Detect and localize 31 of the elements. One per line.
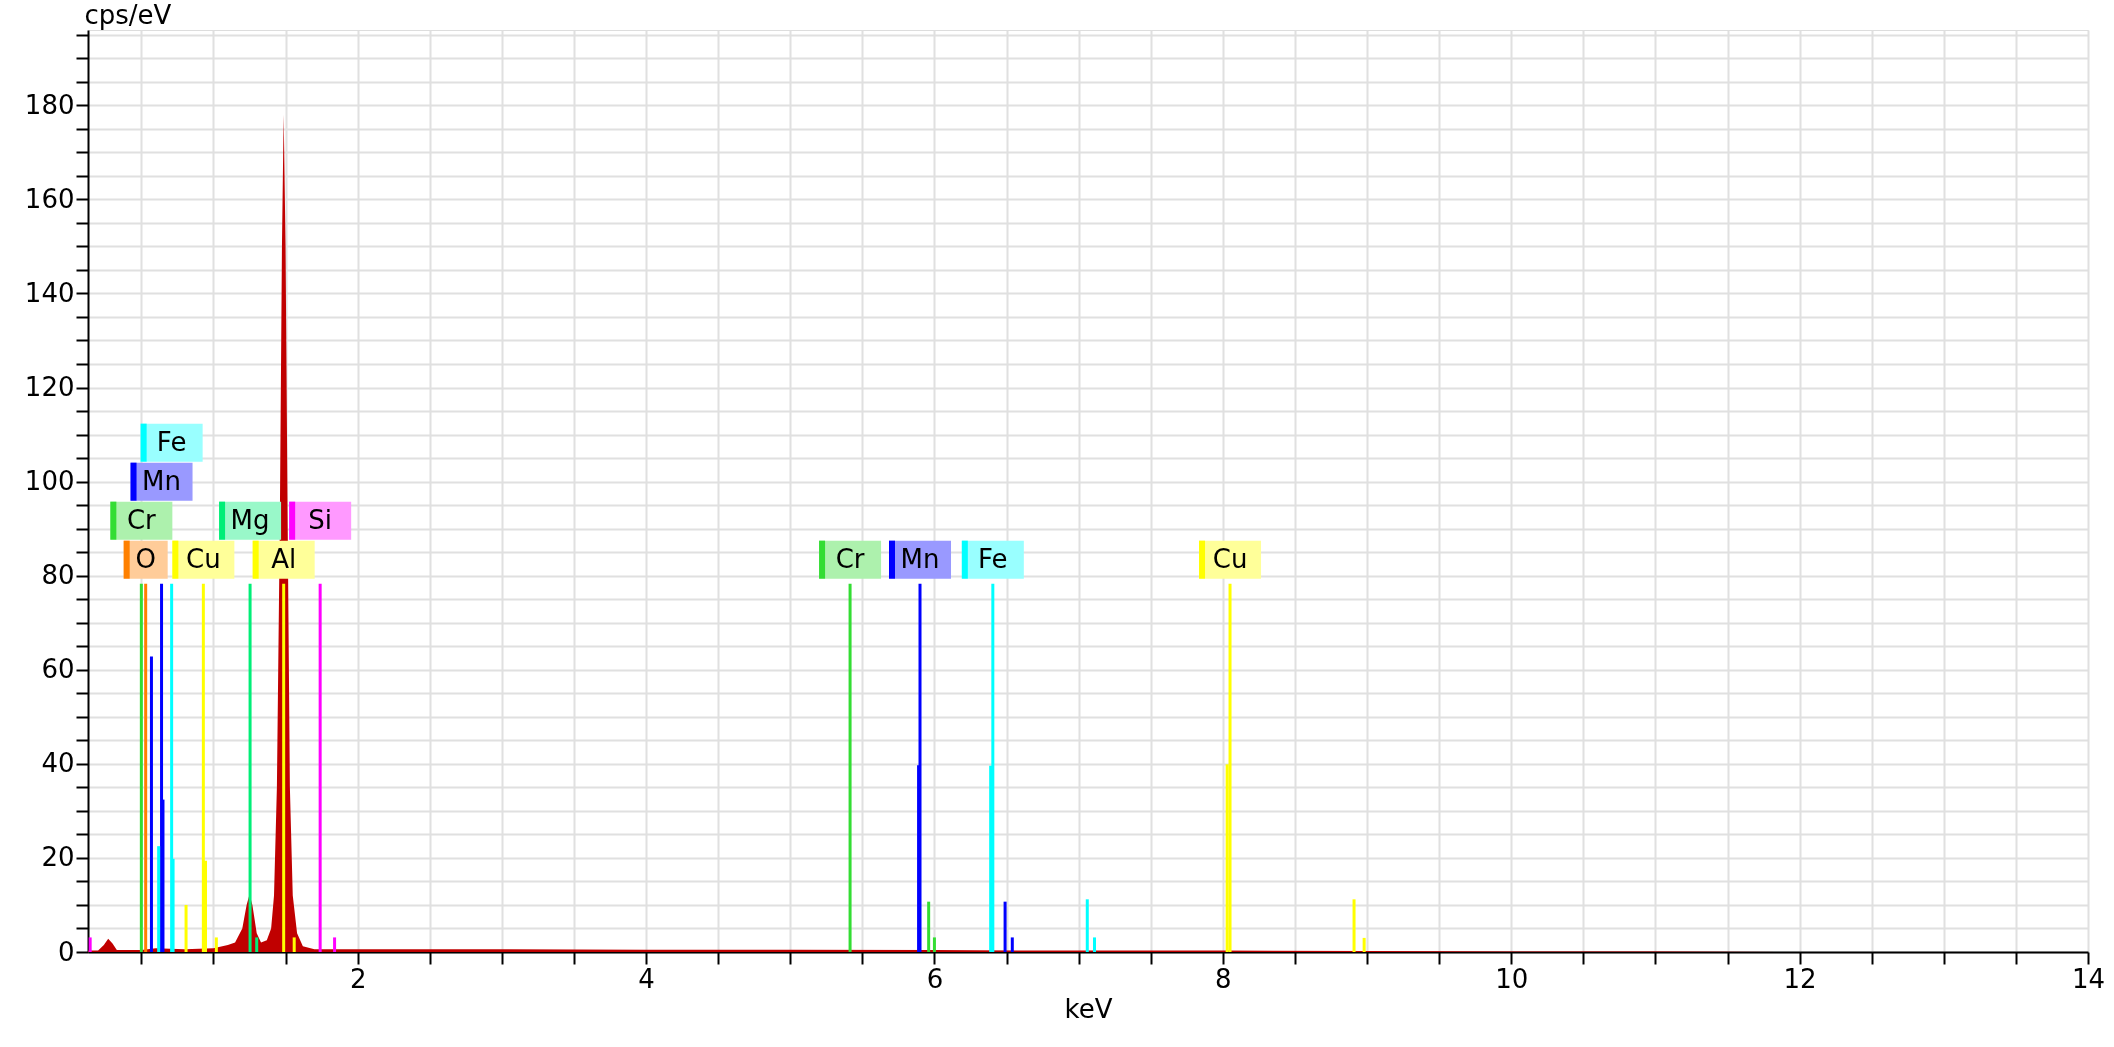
x-tick-label: 8 — [1215, 963, 1232, 994]
legend-label: Al — [271, 543, 297, 574]
y-tick-label: 0 — [57, 936, 75, 967]
y-tick-label: 20 — [41, 842, 75, 873]
y-tick-label: 120 — [24, 372, 75, 403]
x-tick-label: 10 — [1495, 963, 1529, 994]
y-tick-label: 180 — [24, 89, 75, 120]
x-tick-label: 6 — [926, 963, 944, 994]
x-axis-title: keV — [1064, 993, 1113, 1024]
legend-label: Mg — [230, 504, 270, 535]
legend-label: Cu — [186, 543, 221, 574]
y-tick-label: 100 — [24, 466, 75, 497]
y-tick-label: 80 — [41, 560, 75, 591]
y-tick-label: 40 — [41, 748, 75, 779]
legend-label: Fe — [156, 426, 187, 457]
legend-label: Si — [308, 504, 333, 535]
x-tick-label: 14 — [2071, 963, 2106, 994]
legend-label: Cr — [126, 504, 157, 535]
x-tick-label: 4 — [638, 963, 655, 994]
y-tick-label: 160 — [24, 183, 75, 214]
x-tick-label: 2 — [349, 963, 367, 994]
legend-label: Mn — [142, 465, 181, 496]
x-tick-label: 12 — [1783, 963, 1817, 994]
legend-label: Mn — [900, 543, 940, 574]
y-tick-label: 60 — [41, 654, 75, 685]
legend-label: Cu — [1212, 543, 1248, 574]
y-tick-label: 140 — [24, 277, 75, 308]
legend-label: Fe — [978, 543, 1008, 574]
y-axis-title: cps/eV — [84, 0, 172, 30]
legend-label: Cr — [835, 543, 865, 574]
legend-label: O — [135, 543, 156, 574]
